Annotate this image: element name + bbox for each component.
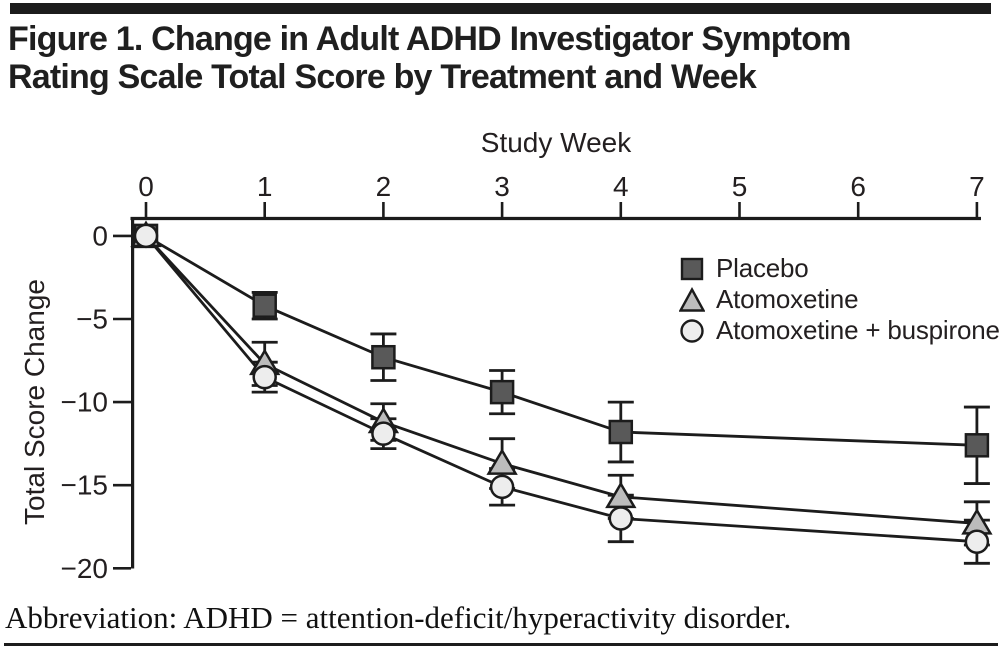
x-tick-label: 6 [850,171,866,202]
x-tick-label: 7 [969,171,985,202]
top-rule [10,3,991,14]
x-tick-label: 4 [613,171,629,202]
atomoxetine-triangle-icon [679,286,705,312]
figure-title-line1: Figure 1. Change in Adult ADHD Investiga… [8,20,851,58]
y-axis-title: Total Score Change [19,279,50,525]
data-point-square [371,344,396,370]
data-point-circle [608,506,634,531]
figure-title: Figure 1. Change in Adult ADHD Investiga… [8,20,851,96]
data-point-square [964,433,990,458]
data-point-square [489,379,515,405]
legend-label-atomoxetine: Atomoxetine [716,284,859,314]
data-point-circle [371,421,396,446]
data-point-circle [133,223,159,249]
legend-item-placebo: Placebo [679,253,1000,284]
data-point-circle [252,364,277,390]
series-line [144,234,977,544]
legend-item-atomoxetine: Atomoxetine [679,284,1000,315]
data-point-circle [964,529,990,554]
y-tick-label: −15 [61,470,109,501]
data-point-square [608,419,634,445]
y-tick-label: −10 [61,387,109,418]
x-tick-label: 0 [138,171,154,202]
abbreviation-note: Abbreviation: ADHD = attention-deficit/h… [5,600,792,635]
data-point-triangle [486,448,518,475]
series-line [144,234,978,525]
legend-label-placebo: Placebo [716,253,809,283]
series-line [145,234,977,447]
figure-title-line2: Rating Scale Total Score by Treatment an… [8,58,757,96]
x-tick-label: 5 [732,171,748,202]
y-tick-label: −20 [61,553,109,584]
bottom-rule [4,643,998,646]
data-point-square [252,293,277,318]
atomoxetine-buspirone-circle-icon [680,318,704,343]
legend-label-atomoxetine-buspirone: Atomoxetine + buspirone [716,315,1000,345]
y-tick-label: 0 [92,220,108,251]
y-tick-label: −5 [76,304,108,335]
placebo-square-icon [680,257,704,280]
data-point-circle [489,474,515,500]
x-tick-label: 3 [494,171,510,202]
chart-legend: Placebo Atomoxetine Atomoxetine + buspir… [679,253,1000,346]
x-tick-label: 1 [257,171,273,202]
x-axis-title: Study Week [481,127,632,158]
legend-item-atomoxetine-buspirone: Atomoxetine + buspirone [679,315,1000,346]
x-tick-label: 2 [376,171,392,202]
